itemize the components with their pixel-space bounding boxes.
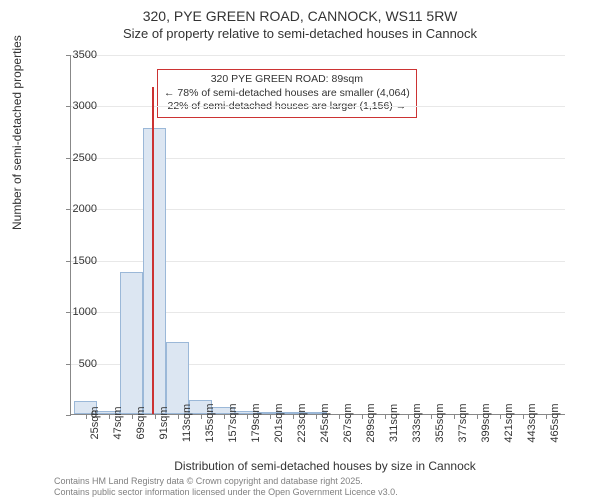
x-tick-label: 245sqm <box>319 403 331 442</box>
y-tick-label: 3500 <box>73 49 97 61</box>
x-tick-label: 333sqm <box>411 403 423 442</box>
footer-line1: Contains HM Land Registry data © Crown c… <box>54 476 398 487</box>
x-tick-label: 201sqm <box>273 403 285 442</box>
y-tick-mark <box>66 415 71 416</box>
annotation-line2: ← 78% of semi-detached houses are smalle… <box>164 87 410 101</box>
annotation-box: 320 PYE GREEN ROAD: 89sqm ← 78% of semi-… <box>157 69 417 118</box>
x-tick-mark <box>316 414 317 419</box>
y-tick-mark <box>66 106 71 107</box>
x-tick-label: 47sqm <box>112 406 124 439</box>
x-tick-mark <box>109 414 110 419</box>
x-tick-mark <box>178 414 179 419</box>
y-tick-label: 500 <box>79 358 97 370</box>
x-tick-mark <box>339 414 340 419</box>
title-line2: Size of property relative to semi-detach… <box>0 26 600 41</box>
x-tick-label: 69sqm <box>135 406 147 439</box>
x-tick-label: 465sqm <box>549 403 561 442</box>
property-marker-line <box>152 87 154 414</box>
y-tick-label: 1500 <box>73 255 97 267</box>
x-tick-label: 267sqm <box>342 403 354 442</box>
x-tick-label: 377sqm <box>457 403 469 442</box>
histogram-bar <box>120 272 143 414</box>
x-tick-mark <box>155 414 156 419</box>
x-tick-label: 289sqm <box>365 403 377 442</box>
x-tick-mark <box>408 414 409 419</box>
chart-title-block: 320, PYE GREEN ROAD, CANNOCK, WS11 5RW S… <box>0 0 600 41</box>
x-tick-mark <box>224 414 225 419</box>
x-tick-label: 25sqm <box>89 406 101 439</box>
y-tick-label: 3000 <box>73 100 97 112</box>
x-tick-mark <box>132 414 133 419</box>
y-tick-mark <box>66 209 71 210</box>
x-tick-label: 113sqm <box>181 404 193 442</box>
x-tick-mark <box>86 414 87 419</box>
x-tick-label: 311sqm <box>388 404 400 442</box>
x-tick-label: 223sqm <box>296 403 308 442</box>
annotation-line1: 320 PYE GREEN ROAD: 89sqm <box>164 73 410 87</box>
y-tick-mark <box>66 261 71 262</box>
x-tick-mark <box>500 414 501 419</box>
x-tick-mark <box>362 414 363 419</box>
x-tick-label: 179sqm <box>250 403 262 442</box>
x-tick-mark <box>454 414 455 419</box>
y-tick-mark <box>66 312 71 313</box>
x-tick-label: 443sqm <box>526 403 538 442</box>
x-tick-mark <box>201 414 202 419</box>
x-tick-label: 399sqm <box>480 403 492 442</box>
title-line1: 320, PYE GREEN ROAD, CANNOCK, WS11 5RW <box>0 8 600 24</box>
footer-line2: Contains public sector information licen… <box>54 487 398 498</box>
x-tick-mark <box>477 414 478 419</box>
x-tick-mark <box>293 414 294 419</box>
y-tick-label: 1000 <box>73 306 97 318</box>
x-tick-label: 157sqm <box>227 403 239 442</box>
y-tick-label: 2500 <box>73 152 97 164</box>
footer-attribution: Contains HM Land Registry data © Crown c… <box>54 476 398 498</box>
y-tick-mark <box>66 364 71 365</box>
x-tick-label: 91sqm <box>158 406 170 439</box>
x-tick-mark <box>546 414 547 419</box>
y-tick-mark <box>66 55 71 56</box>
x-axis-label: Distribution of semi-detached houses by … <box>0 459 600 473</box>
x-tick-label: 421sqm <box>503 403 515 442</box>
grid-line <box>71 55 565 56</box>
x-tick-mark <box>247 414 248 419</box>
x-tick-mark <box>431 414 432 419</box>
x-tick-label: 355sqm <box>434 403 446 442</box>
x-tick-mark <box>270 414 271 419</box>
y-tick-mark <box>66 158 71 159</box>
y-tick-label: 2000 <box>73 203 97 215</box>
y-axis-label: Number of semi-detached properties <box>10 35 24 230</box>
grid-line <box>71 106 565 107</box>
x-tick-mark <box>523 414 524 419</box>
histogram-bar <box>143 128 166 414</box>
chart-plot-area: 320 PYE GREEN ROAD: 89sqm ← 78% of semi-… <box>70 55 565 415</box>
x-tick-mark <box>385 414 386 419</box>
x-tick-label: 135sqm <box>204 403 216 442</box>
